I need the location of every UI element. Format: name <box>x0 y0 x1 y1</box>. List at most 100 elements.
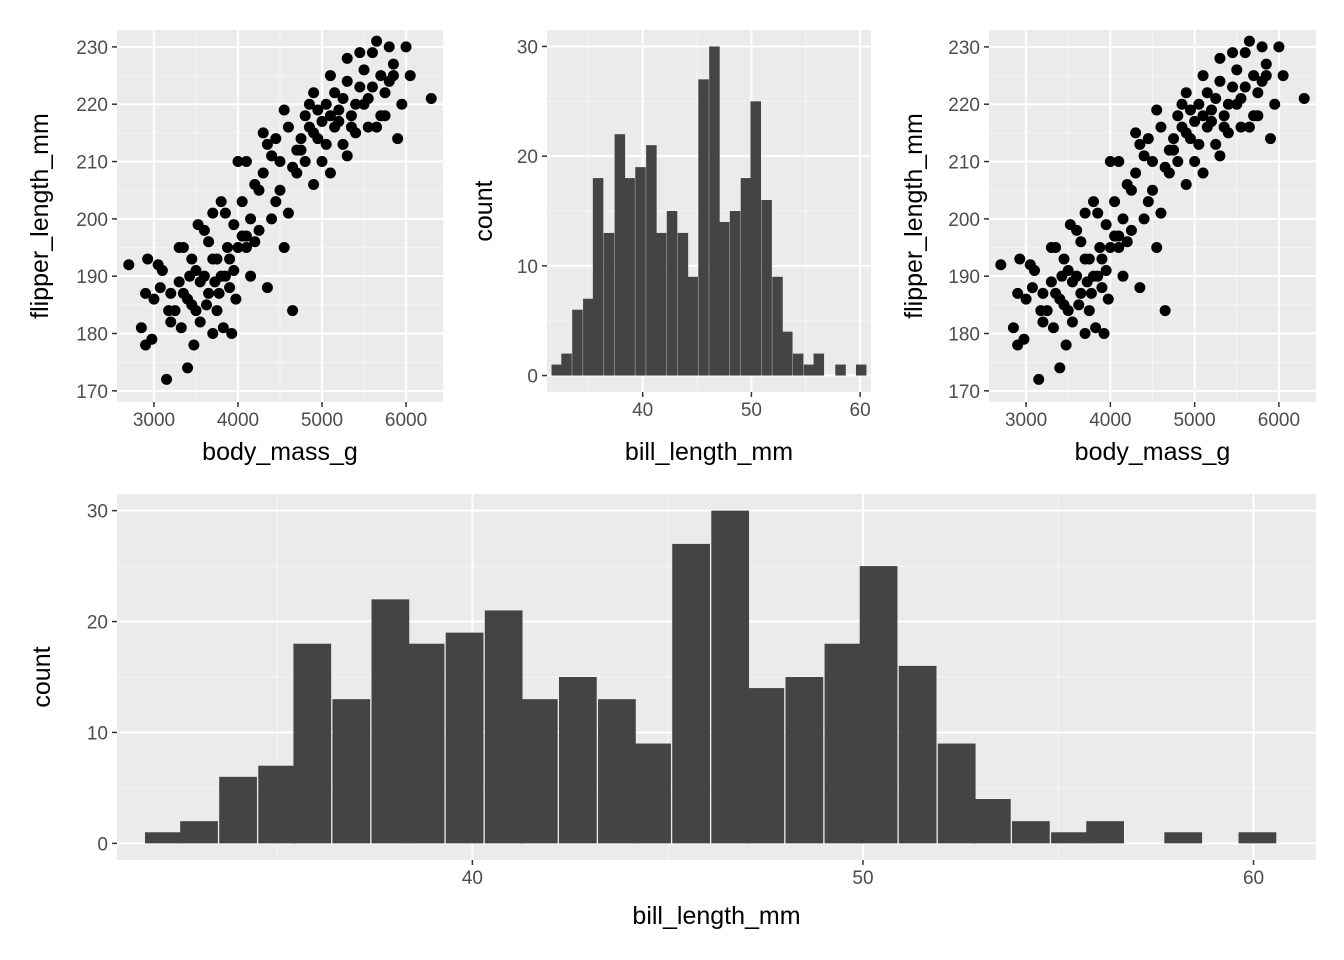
data-point <box>1277 70 1289 82</box>
data-point <box>1096 253 1108 265</box>
data-point <box>358 98 370 110</box>
data-point <box>400 41 412 53</box>
y-tick-label: 20 <box>87 613 108 634</box>
data-point <box>203 287 215 299</box>
data-point <box>266 213 278 225</box>
y-tick-label: 170 <box>76 382 108 403</box>
data-point <box>142 253 154 265</box>
axis-ticks: 3000 4000 5000 6000 170 180 190 200 210 220 230 <box>76 38 427 431</box>
data-point <box>1096 282 1108 294</box>
histogram-bar <box>1086 821 1124 844</box>
data-point <box>324 70 336 82</box>
y-tick-label: 180 <box>76 325 108 346</box>
data-point <box>1193 98 1205 110</box>
data-point <box>312 133 324 145</box>
histogram-bar <box>635 167 646 376</box>
points <box>123 35 437 385</box>
data-point <box>1075 236 1087 248</box>
histogram-bar <box>792 353 804 376</box>
data-point <box>1130 127 1142 139</box>
data-point <box>320 98 332 110</box>
data-point <box>1125 184 1137 196</box>
data-point <box>177 287 189 299</box>
data-point <box>308 178 320 190</box>
data-point <box>1172 156 1184 168</box>
histogram-bar <box>646 145 657 376</box>
x-tick-label: 4000 <box>217 410 259 431</box>
histogram-bar <box>785 677 824 844</box>
data-point <box>165 316 177 328</box>
data-point <box>299 110 311 122</box>
data-point <box>1239 81 1251 93</box>
y-tick-label: 30 <box>517 37 538 58</box>
data-point <box>1134 138 1146 150</box>
data-point <box>207 328 219 340</box>
data-point <box>1020 293 1032 305</box>
axis-ticks: 40 50 60 0 10 20 30 <box>517 37 871 421</box>
y-tick-label: 170 <box>948 382 980 403</box>
data-point <box>1047 322 1059 334</box>
data-point <box>230 293 242 305</box>
data-point <box>1113 156 1125 168</box>
data-point <box>1045 276 1057 288</box>
data-point <box>1214 75 1226 87</box>
data-point <box>1201 121 1213 133</box>
data-point <box>194 316 206 328</box>
data-point <box>198 224 210 236</box>
data-point <box>1130 167 1142 179</box>
x-axis-title: body_mass_g <box>202 438 358 466</box>
data-point <box>1050 287 1062 299</box>
data-point <box>366 47 378 59</box>
data-point <box>186 253 198 265</box>
data-point <box>387 58 399 70</box>
bars <box>145 510 1277 844</box>
points <box>995 35 1310 385</box>
data-point <box>1239 47 1251 59</box>
data-point <box>182 362 194 374</box>
data-point <box>213 287 225 299</box>
histogram-bar <box>898 665 937 844</box>
data-point <box>350 98 362 110</box>
axis-ticks: 40 50 60 0 10 20 30 <box>87 502 1264 889</box>
histogram-bar <box>598 699 636 844</box>
histogram-bar <box>145 832 183 844</box>
data-point <box>219 207 231 219</box>
data-point <box>1138 150 1150 162</box>
data-point <box>1075 287 1087 299</box>
histogram-bar <box>332 699 371 844</box>
data-point <box>1142 133 1154 145</box>
data-point <box>1012 287 1024 299</box>
y-tick-label: 190 <box>948 267 980 288</box>
data-point <box>1079 207 1091 219</box>
histogram-bar <box>718 221 730 376</box>
data-point <box>221 242 233 254</box>
data-point <box>1193 138 1205 150</box>
data-point <box>161 373 173 385</box>
data-point <box>257 127 269 139</box>
data-point <box>211 305 223 317</box>
data-point <box>1243 121 1255 133</box>
histogram-bar <box>293 643 332 844</box>
data-point <box>341 75 353 87</box>
data-point <box>224 253 236 265</box>
data-point <box>371 35 383 47</box>
y-tick-label: 220 <box>948 95 980 116</box>
data-point <box>135 322 147 334</box>
histogram-bar <box>551 364 563 376</box>
data-point <box>312 104 324 116</box>
histogram-bar <box>824 643 863 844</box>
data-point <box>1037 316 1049 328</box>
data-point <box>1121 236 1133 248</box>
data-point <box>1189 156 1201 168</box>
histogram-bar <box>655 232 667 376</box>
data-point <box>350 127 362 139</box>
data-point <box>1113 230 1125 242</box>
data-point <box>345 110 357 122</box>
data-point <box>253 224 265 236</box>
data-point <box>1197 110 1209 122</box>
data-point <box>278 104 290 116</box>
data-point <box>295 133 307 145</box>
data-point <box>1155 121 1167 133</box>
data-point <box>337 138 349 150</box>
